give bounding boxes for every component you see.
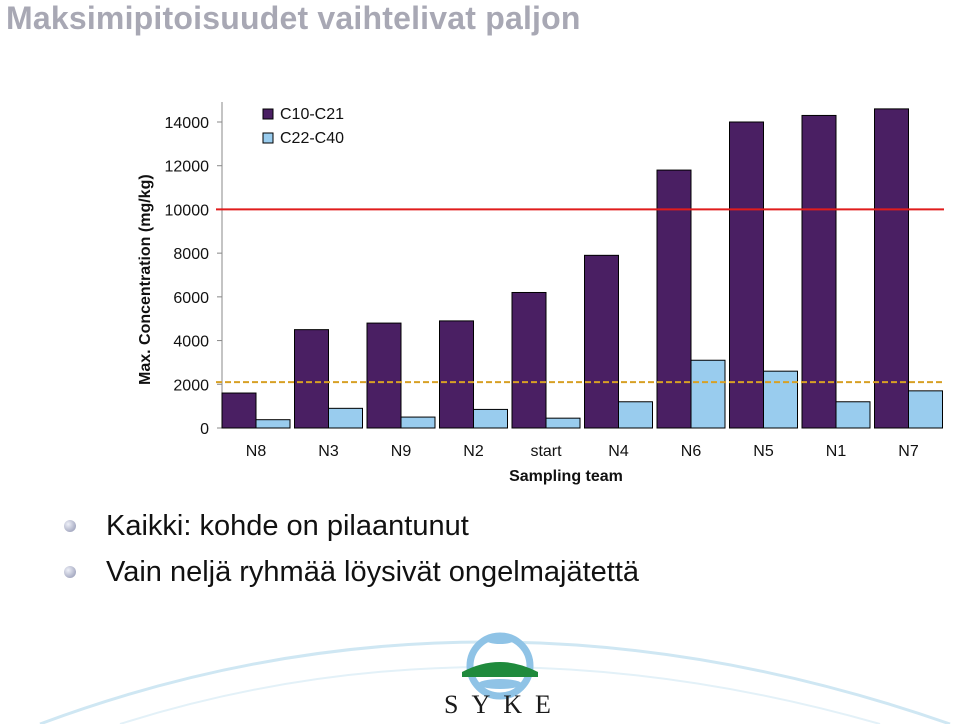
y-tick-label: 0 [200, 421, 209, 438]
logo-text: SYKE [444, 690, 564, 719]
footer-decoration [39, 632, 951, 724]
syke-logo-icon [462, 632, 538, 700]
bar-c22-c40-n6 [690, 359, 726, 429]
y-axis-title: Max. Concentration (mg/kg) [137, 174, 154, 385]
bullet-list: Kaikki: kohde on pilaantunut Vain neljä … [64, 508, 639, 600]
bar-c22-c40-n4 [618, 401, 653, 429]
slide-title: Maksimipitoisuudet vaihtelivat paljon [6, 0, 581, 36]
x-tick-label: N9 [391, 443, 412, 460]
x-tick-label: N3 [318, 443, 339, 460]
x-tick-label: N1 [826, 443, 847, 460]
x-tick-label: N5 [753, 443, 774, 460]
legend-label: C10-C21 [280, 106, 344, 123]
bullet-dot-icon [64, 566, 76, 578]
bar-c10-c21-n1 [801, 114, 837, 429]
bar-c22-c40-n1 [835, 401, 871, 429]
bar-c10-c21-n3 [294, 329, 329, 429]
bar-c10-c21-n7 [874, 108, 909, 429]
bar-c10-c21-start [511, 291, 547, 429]
legend-label: C22-C40 [280, 130, 344, 147]
y-tick-label: 2000 [173, 377, 209, 394]
bullet-text: Kaikki: kohde on pilaantunut [106, 510, 469, 542]
bar-c10-c21-n2 [439, 320, 474, 429]
bar-c22-c40-n3 [328, 407, 363, 429]
bar-c10-c21-n9 [366, 322, 402, 429]
y-tick-label: 12000 [165, 159, 210, 176]
bar-c10-c21-n5 [729, 121, 764, 429]
bar-c22-c40-n9 [400, 416, 436, 429]
x-tick-label: N6 [681, 443, 702, 460]
y-tick-label: 8000 [173, 246, 209, 263]
bar-chart: 0 2000 4000 6000 8000 10000 12000 14000 Max. Con… [137, 102, 944, 485]
bullet-dot-icon [64, 520, 76, 532]
x-axis-title: Sampling team [509, 468, 623, 485]
bar-c22-c40-n2 [473, 408, 508, 429]
bar-c10-c21-n8 [221, 392, 257, 429]
bullet-item: Vain neljä ryhmää löysivät ongelmajätett… [64, 554, 639, 600]
y-tick-label: 10000 [165, 202, 210, 219]
bar-c22-c40-n5 [763, 370, 798, 429]
bar-c22-c40-start [545, 417, 581, 429]
bar-c22-c40-n7 [908, 390, 943, 429]
y-tick-label: 14000 [165, 115, 210, 132]
y-tick-label: 4000 [173, 334, 209, 351]
x-tick-label: N8 [246, 443, 267, 460]
legend-swatch [262, 132, 274, 144]
x-tick-label: N2 [463, 443, 484, 460]
legend-swatch [262, 108, 274, 120]
x-tick-label: N7 [898, 443, 919, 460]
bar-c22-c40-n8 [255, 419, 291, 429]
bullet-text: Vain neljä ryhmää löysivät ongelmajätett… [106, 556, 640, 588]
y-tick-label: 6000 [173, 290, 209, 307]
bar-c10-c21-n6 [656, 169, 692, 429]
bar-c10-c21-n4 [584, 254, 619, 429]
bullet-item: Kaikki: kohde on pilaantunut [64, 508, 639, 554]
x-tick-label: start [530, 443, 562, 460]
x-tick-label: N4 [608, 443, 629, 460]
